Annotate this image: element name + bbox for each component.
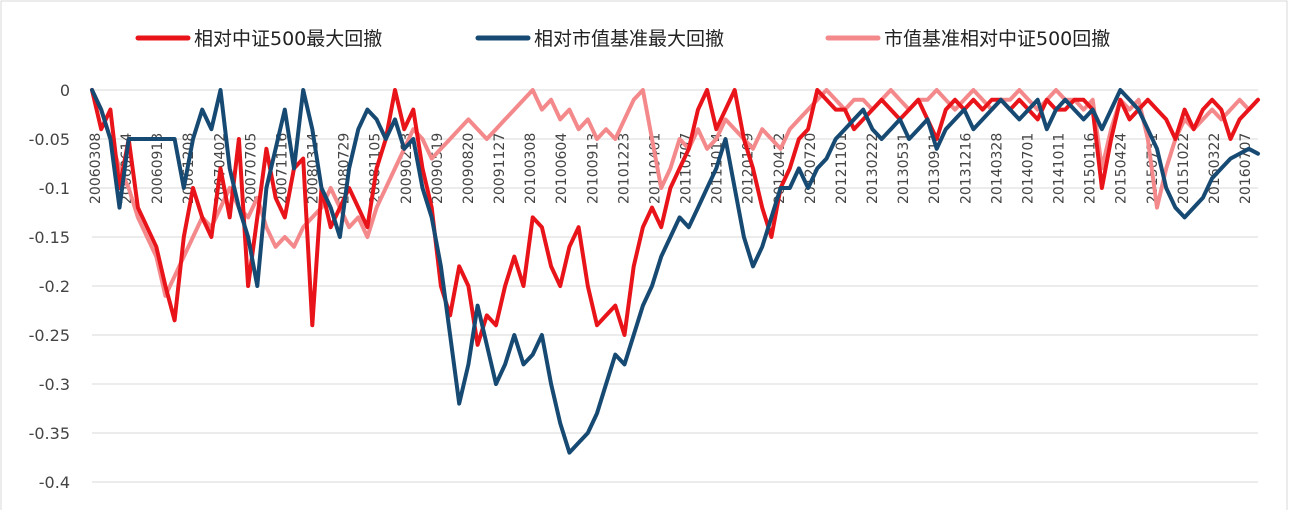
x-tick-label: 20160322 [1207,133,1223,204]
x-tick-label: 20150424 [1114,133,1130,204]
x-tick-label: 20100604 [554,133,570,204]
y-tick-label: -0.2 [39,277,70,296]
y-tick-label: -0.35 [29,424,70,443]
x-tick-label: 20060308 [88,133,104,204]
x-tick-label: 20070705 [243,133,259,204]
x-tick-label: 20160707 [1238,133,1254,204]
x-tick-label: 20131216 [958,133,974,204]
x-tick-label: 20110707 [679,133,695,204]
legend: 相对中证500最大回撤 相对市值基准最大回撤 市值基准相对中证500回撤 [135,28,1110,50]
x-tick-label: 20091127 [492,133,508,204]
legend-label: 市值基准相对中证500回撤 [884,28,1110,50]
x-tick-label: 20100308 [523,133,539,204]
x-tick-label: 20150116 [1083,133,1099,204]
x-tick-label: 20151022 [1176,133,1192,204]
y-tick-label: -0.3 [39,375,70,394]
x-tick-label: 20110401 [647,133,663,204]
series-line-1 [90,88,1260,347]
y-tick-label: -0.1 [39,179,70,198]
x-tick-label: 20130531 [896,133,912,204]
x-tick-label: 20121101 [834,133,850,204]
x-tick-label: 20130911 [927,133,943,204]
y-tick-label: -0.05 [29,130,70,149]
x-tick-label: 20141011 [1052,133,1068,204]
x-tick-label: 20071116 [274,133,290,204]
x-tick-label: 20100913 [585,133,601,204]
series-line-2 [90,88,1260,455]
y-tick-label: -0.25 [29,326,70,345]
y-axis: 0 -0.05 -0.1 -0.15 -0.2 -0.25 -0.3 -0.35 -0.4 [29,81,70,492]
x-tick-label: 20090820 [461,133,477,204]
series-line-3 [90,88,1260,298]
x-tick-label: 20101223 [616,133,632,204]
x-tick-label: 20140328 [989,133,1005,204]
y-tick-label: -0.15 [29,228,70,247]
plot-area [90,88,1260,455]
legend-label: 相对中证500最大回撤 [194,28,382,50]
y-tick-label: -0.4 [39,473,70,492]
x-tick-label: 20140701 [1020,133,1036,204]
legend-label: 相对市值基准最大回撤 [534,28,724,50]
x-tick-label: 20130222 [865,133,881,204]
x-tick-label: 20060913 [150,133,166,204]
y-tick-label: 0 [60,81,70,100]
